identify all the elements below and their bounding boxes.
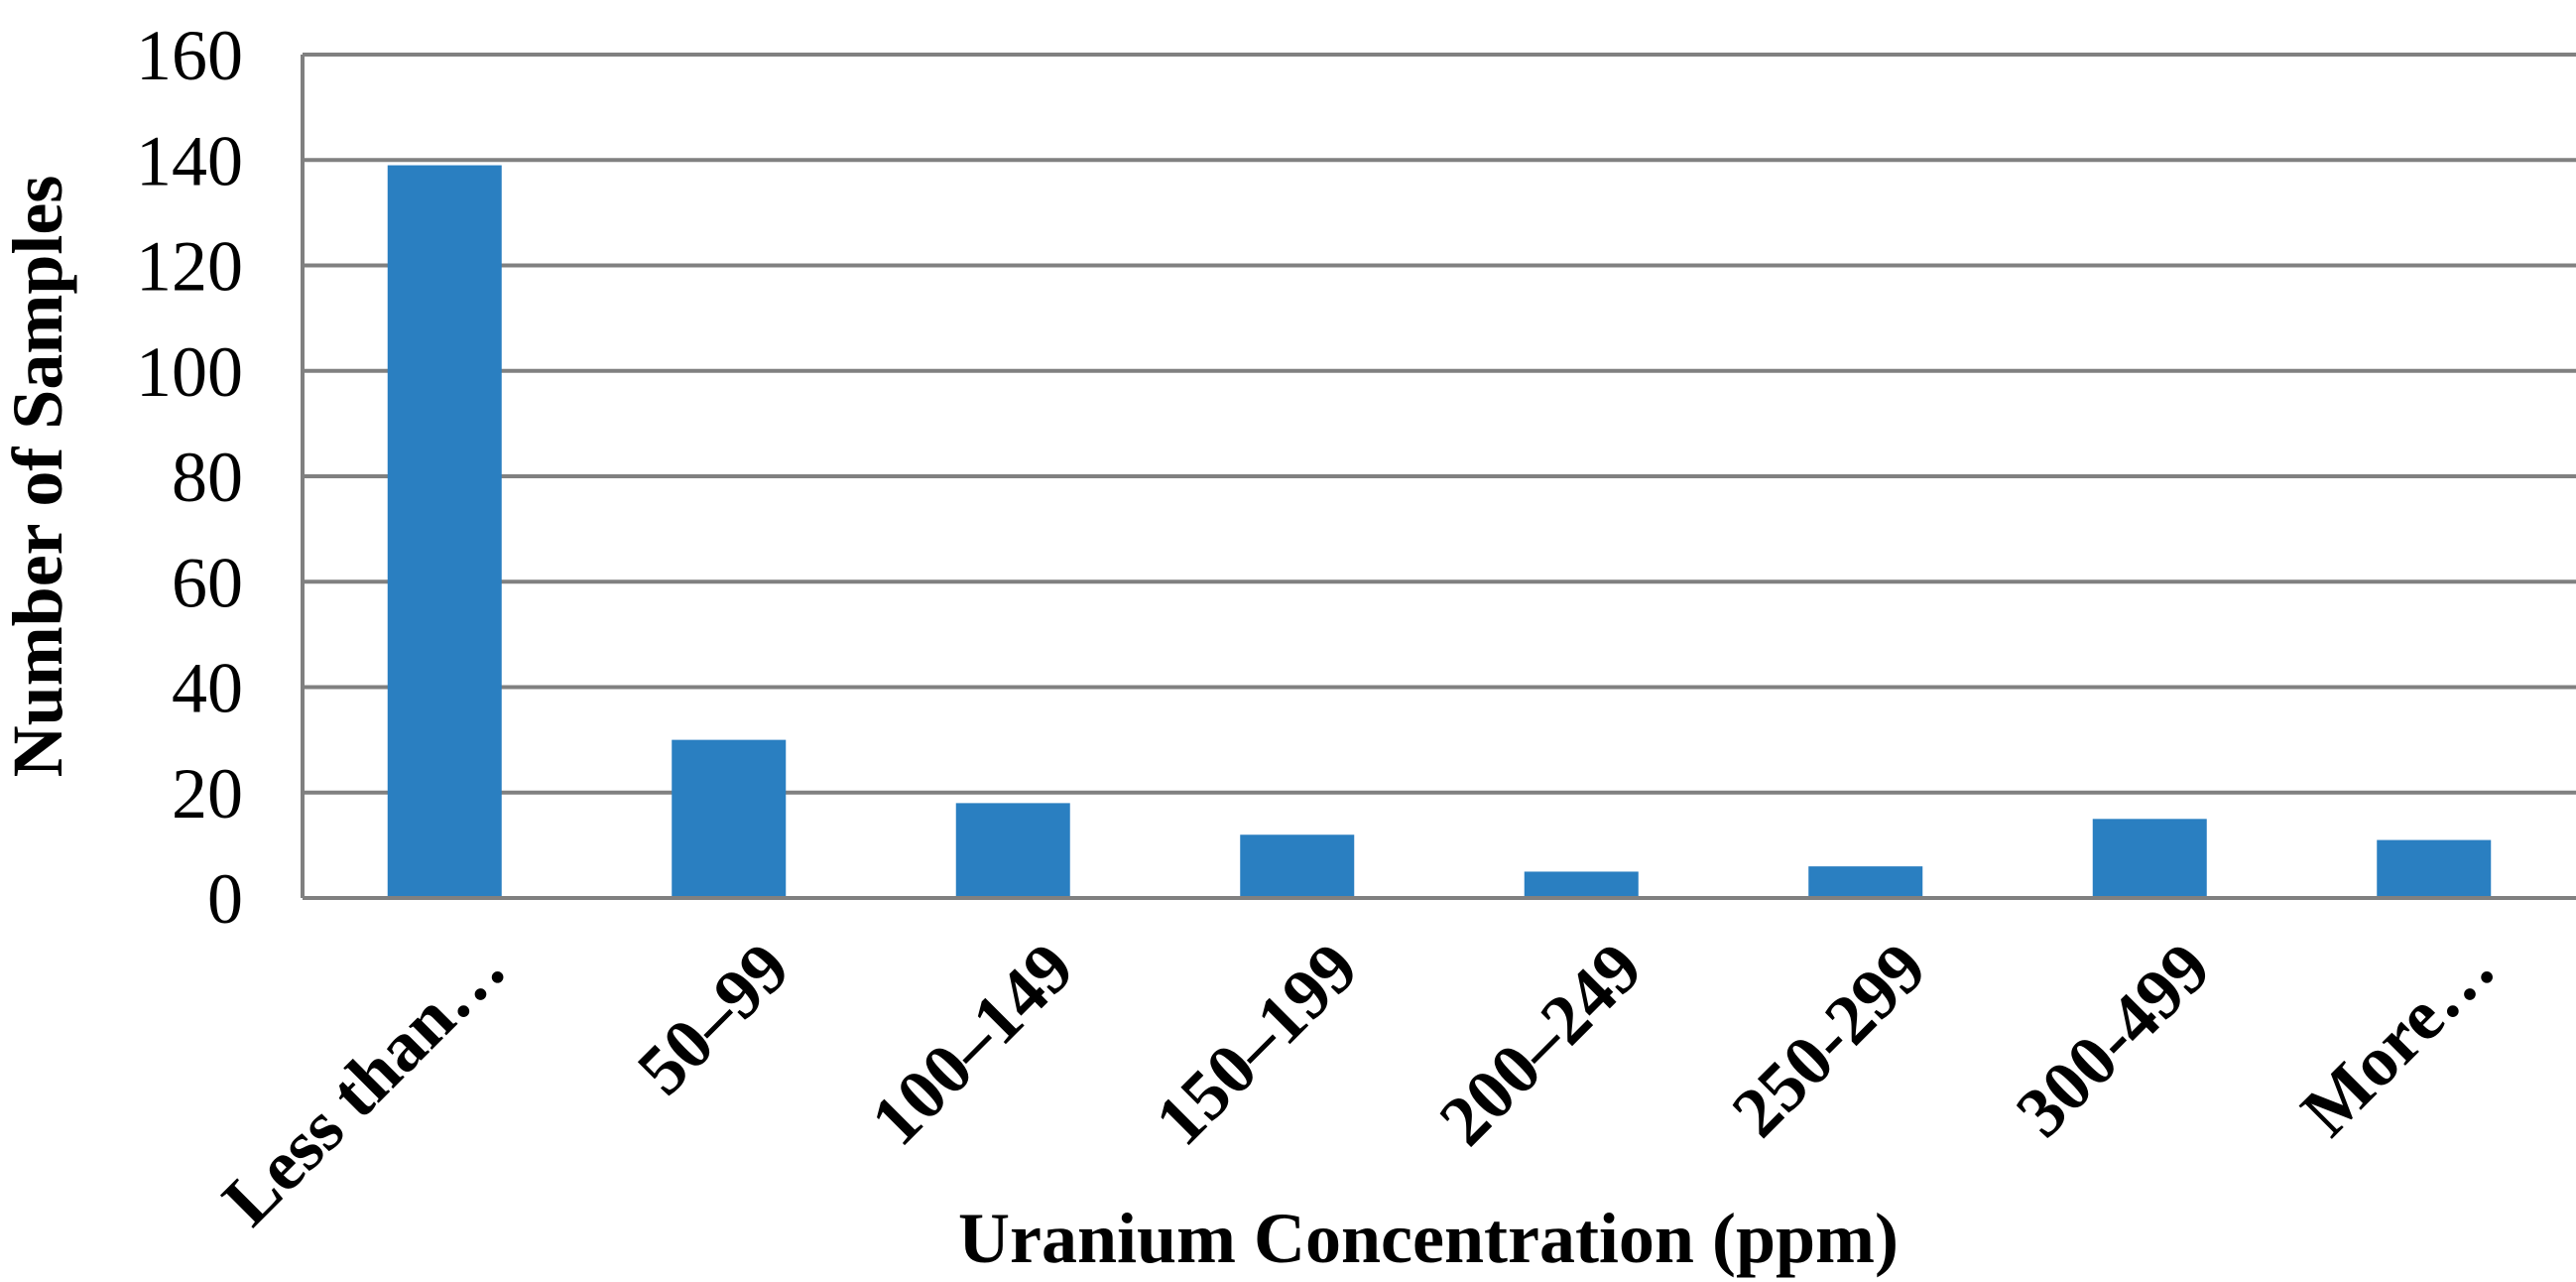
x-tick-label: 300-499	[2001, 928, 2225, 1152]
bar	[955, 803, 1070, 898]
y-tick-label: 160	[136, 16, 243, 95]
y-tick-label: 80	[172, 438, 243, 517]
y-tick-labels: 0 20 40 60 80 100 120 140 160	[136, 16, 243, 939]
x-tick-label: 50–99	[622, 928, 804, 1110]
y-tick-label: 100	[136, 332, 243, 412]
x-axis-title: Uranium Concentration (ppm)	[958, 1199, 1899, 1278]
y-tick-label: 60	[172, 543, 243, 622]
bar	[1524, 871, 1639, 898]
x-tick-label: More…	[2286, 928, 2510, 1151]
x-tick-label: 100–149	[856, 928, 1089, 1161]
x-tick-label: Less than…	[207, 928, 520, 1240]
y-tick-label: 0	[207, 859, 243, 939]
bar	[1808, 866, 1923, 898]
gridlines	[303, 53, 2576, 795]
bar	[672, 739, 787, 898]
y-axis-title: Number of Samples	[0, 176, 77, 778]
bar	[387, 165, 502, 898]
x-tick-label: 200–249	[1424, 928, 1657, 1161]
bar	[2092, 819, 2207, 898]
y-tick-label: 40	[172, 649, 243, 728]
bars	[387, 165, 2492, 898]
bar	[1240, 834, 1355, 898]
y-tick-label: 140	[136, 121, 243, 200]
bar	[2377, 839, 2492, 898]
y-tick-label: 20	[172, 754, 243, 833]
axes	[301, 55, 2576, 900]
y-tick-label: 120	[136, 227, 243, 307]
x-tick-labels: Less than… 50–99 100–149 150–199 200–249 250-…	[207, 928, 2510, 1240]
x-tick-label: 150–199	[1140, 928, 1373, 1161]
x-tick-label: 250-299	[1717, 928, 1941, 1152]
